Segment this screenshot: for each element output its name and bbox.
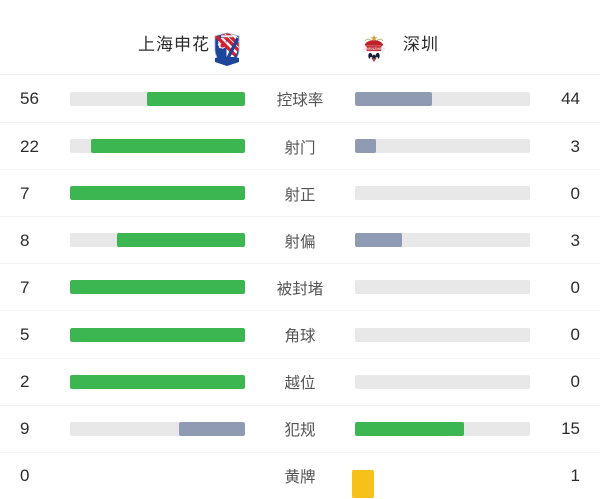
svg-text:SHENZHEN: SHENZHEN xyxy=(363,46,385,51)
